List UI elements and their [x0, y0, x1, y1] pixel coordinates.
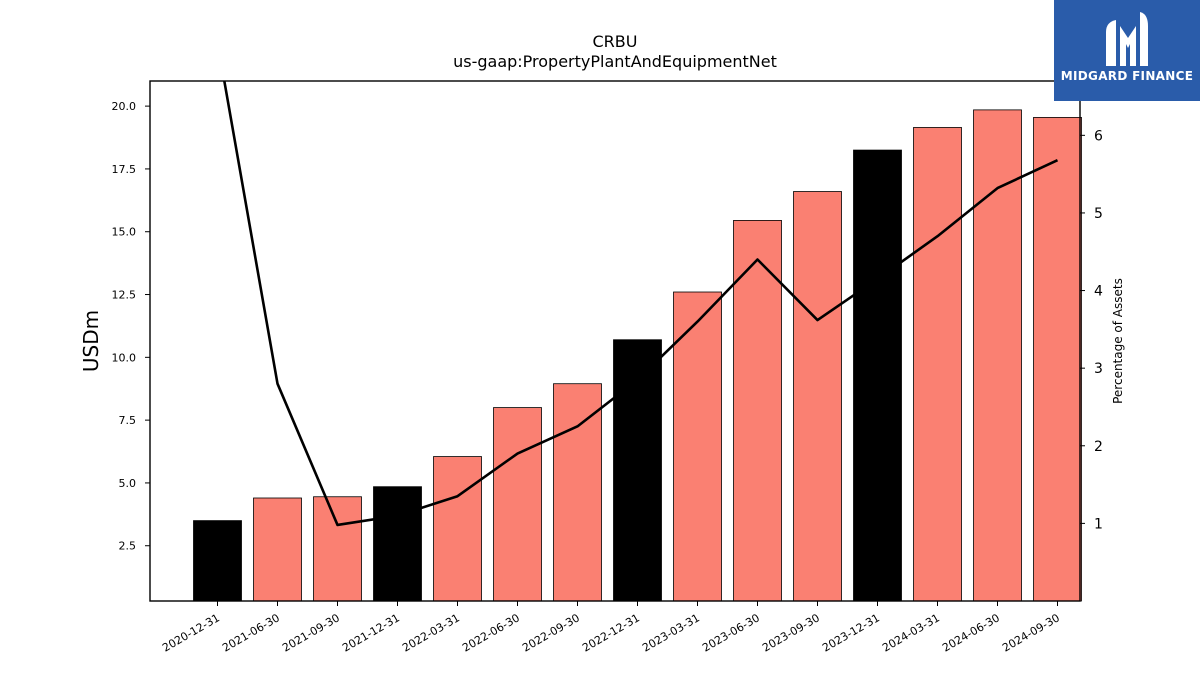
- bar: [793, 191, 842, 602]
- y-tick-label: 15.0: [112, 226, 137, 239]
- bar: [253, 497, 302, 602]
- x-tick-label: 2022-06-30: [460, 611, 522, 654]
- y2-tick-label: 1: [1094, 516, 1103, 532]
- y2-tick-label: 3: [1094, 361, 1103, 377]
- x-tick-label: 2023-03-31: [640, 611, 702, 654]
- bar: [1033, 117, 1082, 602]
- y-tick-label: 7.5: [119, 414, 137, 427]
- y2-tick-label: 4: [1094, 284, 1103, 300]
- y2-tick-label: 6: [1094, 128, 1103, 144]
- x-tick-label: 2024-06-30: [940, 611, 1002, 654]
- y-tick-label: 20.0: [112, 100, 137, 113]
- bar: [313, 496, 362, 602]
- y-tick-label: 2.5: [119, 540, 137, 553]
- x-tick-label: 2024-09-30: [1000, 611, 1062, 654]
- y-tick-label: 10.0: [112, 351, 137, 364]
- x-tick-label: 2022-09-30: [520, 611, 582, 654]
- x-tick-label: 2024-03-31: [880, 611, 942, 654]
- x-tick-label: 2023-06-30: [700, 611, 762, 654]
- bar: [733, 220, 782, 602]
- bar: [433, 456, 482, 602]
- y2-tick-label: 2: [1094, 439, 1103, 455]
- chart-subtitle: us-gaap:PropertyPlantAndEquipmentNet: [453, 52, 777, 71]
- bar: [853, 149, 902, 602]
- y2-axis-label: Percentage of Assets: [1111, 278, 1125, 404]
- x-tick-label: 2023-09-30: [760, 611, 822, 654]
- y-axis-label: USDm: [79, 310, 103, 372]
- bar: [553, 383, 602, 602]
- chart-title: CRBU: [592, 32, 638, 51]
- y2-tick-label: 5: [1094, 206, 1103, 222]
- midgard-finance-logo: MIDGARD FINANCE: [1054, 0, 1200, 101]
- bar: [193, 520, 242, 602]
- bar: [913, 127, 962, 602]
- bar: [673, 291, 722, 602]
- x-tick-label: 2023-12-31: [820, 611, 882, 654]
- x-tick-label: 2021-12-31: [340, 611, 402, 654]
- y-tick-label: 17.5: [112, 163, 137, 176]
- bar: [373, 486, 422, 602]
- bar: [493, 407, 542, 602]
- x-tick-label: 2020-12-31: [160, 611, 222, 654]
- x-tick-label: 2022-12-31: [580, 611, 642, 654]
- logo-text: MIDGARD FINANCE: [1060, 69, 1194, 83]
- y-tick-label: 5.0: [119, 477, 137, 490]
- midgard-logo-icon: [1106, 12, 1148, 66]
- y-tick-label: 12.5: [112, 289, 137, 302]
- x-tick-label: 2021-06-30: [220, 611, 282, 654]
- bar: [973, 109, 1022, 602]
- bar: [613, 339, 662, 602]
- percentage-line: [222, 81, 1059, 527]
- plot-frame: [149, 80, 1081, 602]
- x-tick-label: 2022-03-31: [400, 611, 462, 654]
- x-tick-label: 2021-09-30: [280, 611, 342, 654]
